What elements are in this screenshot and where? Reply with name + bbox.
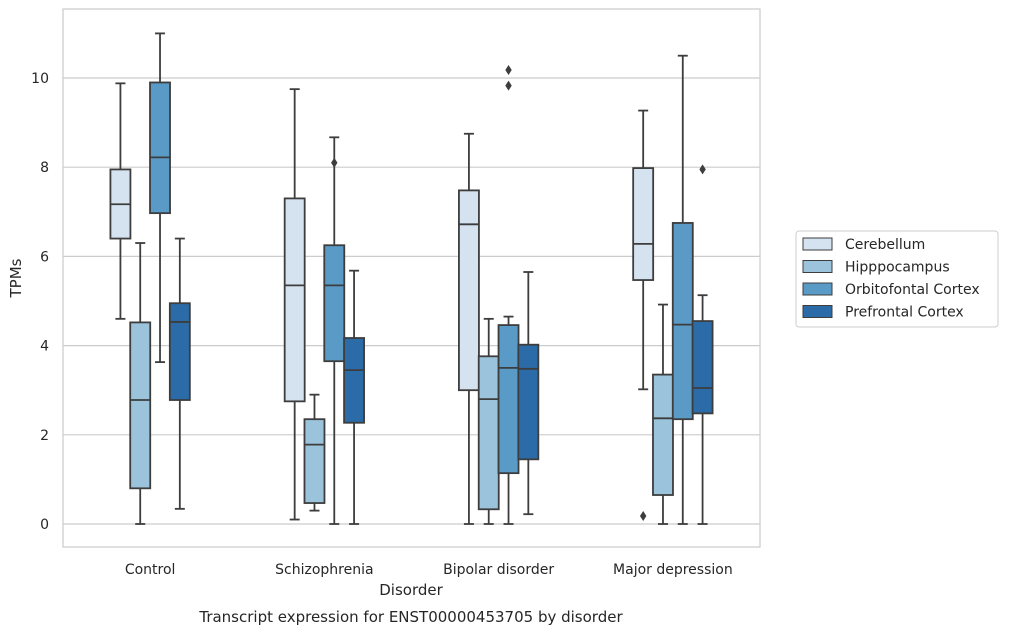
- y-axis-title: TPMs: [7, 258, 25, 298]
- box-group: [477, 317, 500, 525]
- box-group: [671, 54, 694, 525]
- box-group: [632, 109, 655, 521]
- box-group: [691, 164, 714, 525]
- box-group: [652, 303, 674, 525]
- y-tick-label: 6: [40, 249, 49, 265]
- legend-swatch: [802, 260, 833, 273]
- box-group: [129, 242, 152, 525]
- box-body: [458, 189, 480, 392]
- legend-label: Orbitofontal Cortex: [845, 282, 980, 298]
- box-group: [343, 269, 365, 525]
- outlier-point: [331, 157, 338, 168]
- box-body: [691, 320, 714, 415]
- legend-swatch: [802, 237, 833, 251]
- box-body: [632, 167, 655, 281]
- box-body: [652, 373, 674, 496]
- legend-label: Hipppocampus: [845, 260, 950, 276]
- box-group: [323, 136, 346, 525]
- y-tick-label: 4: [40, 339, 49, 355]
- x-axis: Control Schizophrenia Bipolar disorder Majo…: [125, 562, 733, 578]
- box-body: [343, 337, 365, 424]
- legend: Cerebellum Hipppocampus Orbitofontal Corte…: [795, 230, 999, 328]
- x-tick-label: Schizophrenia: [275, 562, 373, 578]
- x-tick-label: Control: [125, 562, 176, 578]
- y-tick-label: 0: [40, 517, 49, 533]
- box-body: [149, 81, 171, 215]
- x-tick-label: Bipolar disorder: [443, 562, 554, 578]
- box-group: [497, 64, 520, 525]
- outlier-point: [505, 80, 512, 91]
- outlier-point: [505, 64, 512, 75]
- x-axis-title: Disorder: [379, 581, 443, 599]
- plot-area: [109, 32, 714, 525]
- box-body: [517, 343, 540, 461]
- chart-caption: Transcript expression for ENST0000045370…: [198, 608, 623, 626]
- box-body: [303, 418, 326, 504]
- y-axis: 0 2 4 6 8 10: [31, 71, 49, 533]
- y-tick-label: 2: [40, 428, 49, 444]
- box-group: [517, 271, 540, 516]
- box-body: [129, 321, 152, 490]
- box-group: [283, 88, 306, 521]
- box-body: [283, 197, 306, 403]
- box-body: [477, 355, 500, 511]
- outlier-point: [699, 164, 706, 175]
- x-tick-label: Major depression: [613, 562, 733, 578]
- legend-label: Cerebellum: [845, 237, 925, 253]
- legend-swatch: [802, 305, 833, 318]
- box-body: [671, 222, 694, 421]
- box-group: [458, 132, 480, 525]
- box-group: [303, 393, 326, 512]
- box-group: [149, 32, 171, 364]
- y-tick-label: 10: [31, 71, 49, 87]
- legend-frame: [795, 230, 999, 328]
- box-body: [497, 324, 520, 475]
- box-group: [168, 237, 191, 510]
- box-body: [323, 244, 346, 363]
- legend-label: Prefrontal Cortex: [845, 305, 964, 321]
- plot-frame: [62, 8, 761, 548]
- legend-swatch: [802, 282, 833, 296]
- outlier-point: [639, 510, 647, 521]
- box-group: [109, 82, 132, 320]
- y-tick-label: 8: [40, 160, 49, 176]
- box-body: [168, 302, 191, 401]
